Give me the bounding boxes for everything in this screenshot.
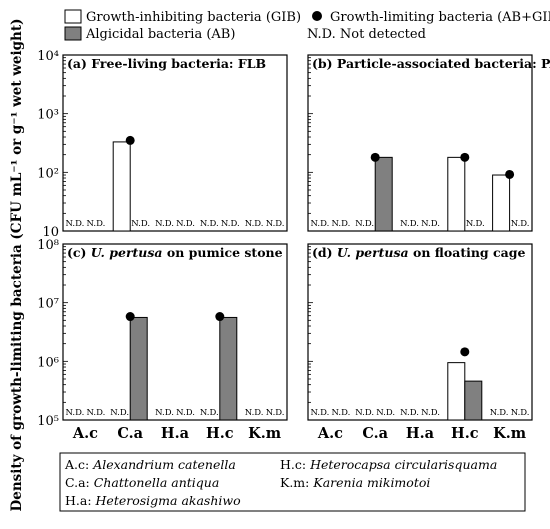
- growth-limiting-dot: [125, 135, 135, 145]
- nd-label: N.D.: [511, 408, 530, 418]
- panel-title: (d) U. pertusa on floating cage: [312, 245, 525, 260]
- nd-label: N.D.: [176, 408, 195, 418]
- nd-label: N.D.: [355, 219, 374, 229]
- panel-title: (b) Particle-associated bacteria: PAB: [312, 56, 550, 71]
- nd-label: N.D.: [200, 408, 219, 418]
- x-tick-label: C.a: [362, 425, 388, 442]
- y-tick-label: 10²: [37, 166, 59, 181]
- x-tick-label: H.c: [206, 425, 234, 442]
- growth-limiting-dot: [370, 152, 380, 162]
- species-key-item: H.a: Heterosigma akashiwo: [65, 493, 241, 508]
- legend-label-ab: Algicidal bacteria (AB): [85, 27, 235, 42]
- nd-label: N.D.: [466, 219, 485, 229]
- panels: (a) Free-living bacteria: FLB 10 10² 10³ 10⁴…: [37, 49, 550, 442]
- species-key-item: A.c: Alexandrium catenella: [64, 457, 236, 472]
- nd-label: N.D.: [331, 219, 350, 229]
- species-key: A.c: Alexandrium catenella H.c: Heteroca…: [59, 452, 526, 512]
- panel-frame: [62, 243, 288, 421]
- nd-label: N.D.: [355, 408, 374, 418]
- growth-limiting-dot: [460, 347, 470, 357]
- nd-label: N.D.: [310, 219, 329, 229]
- nd-label: N.D.: [245, 408, 264, 418]
- x-tick-label: H.a: [161, 425, 190, 442]
- y-tick-label: 10³: [37, 108, 59, 123]
- legend-swatch-gib: [64, 9, 82, 24]
- nd-label: N.D.: [131, 219, 150, 229]
- nd-label: N.D.: [421, 219, 440, 229]
- nd-label: N.D.: [421, 408, 440, 418]
- nd-label: N.D.: [221, 219, 240, 229]
- y-tick-label: 10: [42, 225, 59, 240]
- legend-label-glb: Growth-limiting bacteria (AB+GIB): [330, 10, 550, 25]
- nd-label: N.D.: [86, 408, 105, 418]
- bar-gib: [447, 156, 466, 232]
- growth-limiting-dot: [125, 312, 135, 322]
- nd-label: N.D.: [376, 408, 395, 418]
- bar-ab: [129, 316, 148, 421]
- nd-label: N.D.: [310, 408, 329, 418]
- legend: Growth-inhibiting bacteria (GIB) Algicid…: [64, 9, 550, 42]
- growth-limiting-dot: [215, 312, 225, 322]
- nd-label: N.D.: [200, 219, 219, 229]
- x-tick-label: C.a: [117, 425, 143, 442]
- nd-label: N.D.: [245, 219, 264, 229]
- x-tick-label: A.c: [317, 425, 343, 442]
- nd-label: N.D.: [110, 408, 129, 418]
- bar-ab: [374, 156, 393, 232]
- nd-label: N.D.: [400, 219, 419, 229]
- species-key-item: H.c: Heterocapsa circularisquama: [280, 457, 497, 472]
- nd-label: N.D.: [86, 219, 105, 229]
- nd-label: N.D.: [331, 408, 350, 418]
- nd-label: N.D.: [155, 219, 174, 229]
- x-tick-label: H.a: [406, 425, 435, 442]
- legend-dot-glb: [312, 11, 322, 21]
- legend-label-nd: N.D. Not detected: [307, 27, 426, 42]
- species-key-item: K.m: Karenia mikimotoi: [280, 475, 430, 490]
- nd-label: N.D.: [65, 219, 84, 229]
- legend-label-gib: Growth-inhibiting bacteria (GIB): [86, 10, 301, 25]
- y-tick-label: 10⁷: [37, 297, 59, 312]
- y-tick-label: 10⁸: [37, 238, 59, 253]
- species-key-box: [59, 452, 526, 512]
- y-axis-label: Density of growth-limiting bacteria (CFU…: [9, 19, 25, 512]
- legend-swatch-ab: [64, 26, 82, 41]
- growth-limiting-dot: [460, 152, 470, 162]
- nd-label: N.D.: [176, 219, 195, 229]
- x-tick-label: A.c: [72, 425, 98, 442]
- y-tick-label: 10⁶: [37, 355, 59, 370]
- species-key-item: C.a: Chattonella antiqua: [65, 475, 219, 490]
- nd-label: N.D.: [400, 408, 419, 418]
- nd-label: N.D.: [266, 219, 285, 229]
- bar-gib: [492, 174, 511, 232]
- y-tick-label: 10⁴: [37, 49, 59, 64]
- x-tick-label: K.m: [493, 425, 527, 442]
- panel-title: (a) Free-living bacteria: FLB: [67, 56, 266, 71]
- panel-frame: [62, 54, 288, 232]
- bar-gib: [447, 362, 466, 421]
- y-tick-label: 10⁵: [37, 414, 59, 429]
- bar-ab: [219, 316, 238, 421]
- x-tick-label: K.m: [248, 425, 282, 442]
- panel-frame: [307, 54, 533, 232]
- nd-label: N.D.: [490, 408, 509, 418]
- panel-title: (c) U. pertusa on pumice stone: [67, 245, 283, 260]
- panel-frame: [307, 243, 533, 421]
- growth-limiting-dot: [505, 169, 515, 179]
- bar-gib: [112, 141, 131, 232]
- nd-label: N.D.: [155, 408, 174, 418]
- x-tick-label: H.c: [451, 425, 479, 442]
- bar-ab: [464, 380, 483, 421]
- nd-label: N.D.: [266, 408, 285, 418]
- nd-label: N.D.: [65, 408, 84, 418]
- nd-label: N.D.: [511, 219, 530, 229]
